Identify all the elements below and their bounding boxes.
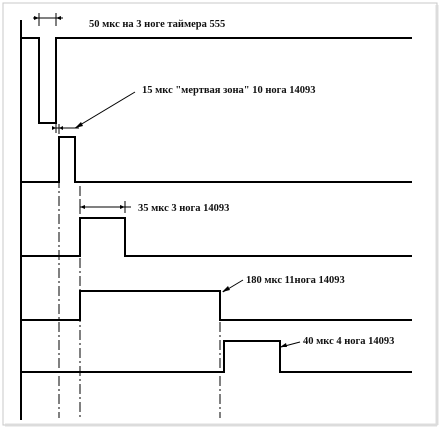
leader-pin11 bbox=[222, 279, 244, 293]
leader-pin4 bbox=[280, 341, 301, 348]
label-pin3: 35 мкс 3 нога 14093 bbox=[138, 203, 229, 214]
waveform-pin3 bbox=[21, 217, 412, 257]
waveform-pin4 bbox=[21, 340, 412, 373]
dimension-timer555 bbox=[33, 13, 63, 26]
dimension-dead-zone bbox=[52, 91, 136, 133]
label-pin4: 40 мкс 4 нога 14093 bbox=[303, 336, 394, 347]
dimension-pin3 bbox=[79, 201, 131, 213]
label-dead-zone: 15 мкс "мертвая зона" 10 нога 14093 bbox=[142, 85, 316, 96]
label-timer555: 50 мкс на 3 ноге таймера 555 bbox=[89, 19, 225, 30]
waveform-timer555 bbox=[21, 37, 412, 124]
waveform-dead-zone bbox=[21, 136, 412, 183]
label-pin11: 180 мкс 11нога 14093 bbox=[246, 275, 345, 286]
waveform-pin11 bbox=[21, 290, 412, 321]
